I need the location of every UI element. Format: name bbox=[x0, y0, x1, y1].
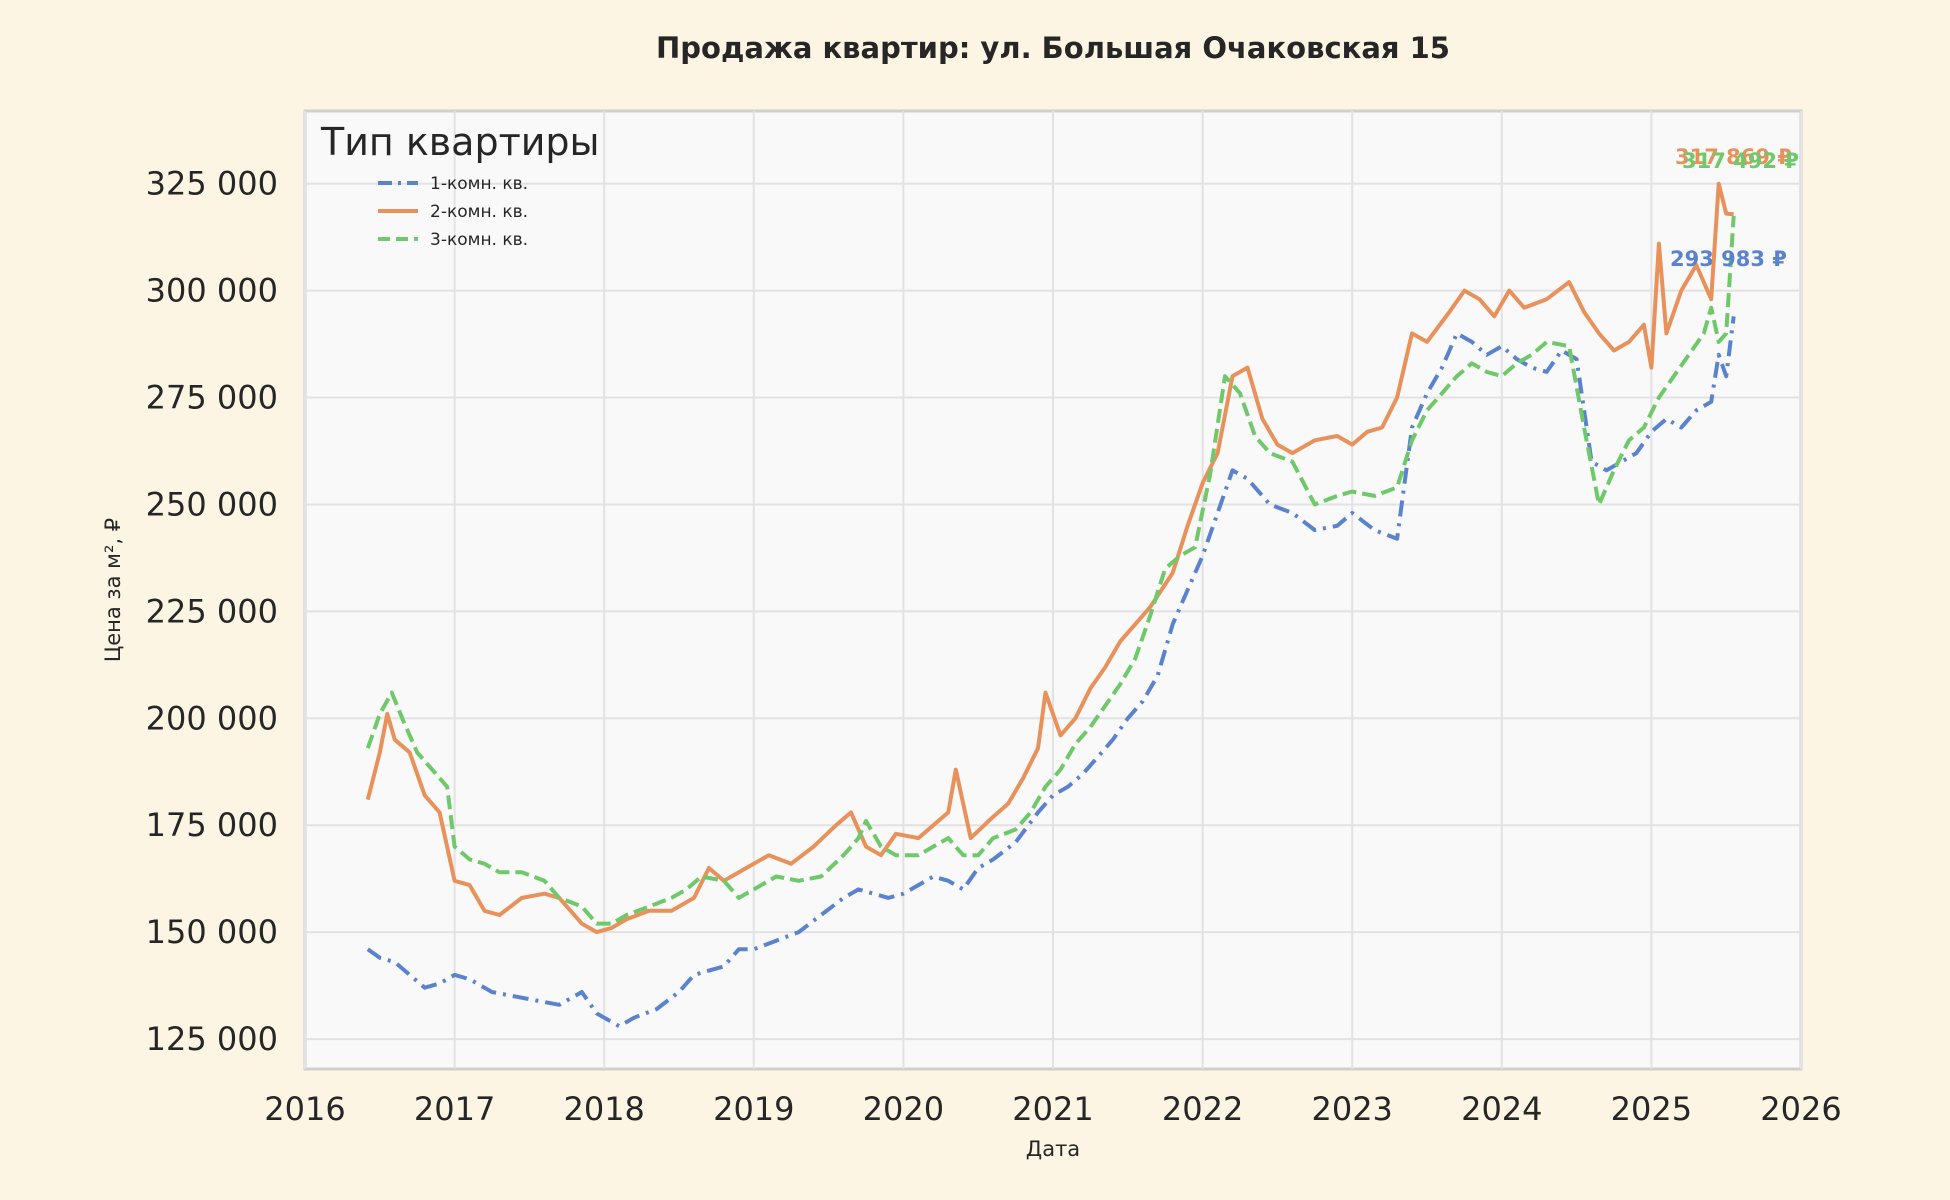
y-axis-ticks: 125 000 150 000 175 000 200 000 225 000 250 0… bbox=[146, 165, 278, 1058]
series-lines bbox=[365, 181, 1736, 1029]
x-tick-label: 2016 bbox=[264, 1090, 345, 1128]
series-line bbox=[366, 316, 1736, 1029]
x-tick-label: 2020 bbox=[863, 1090, 944, 1128]
grid-lines bbox=[304, 111, 1802, 1069]
x-tick-label: 2026 bbox=[1760, 1090, 1841, 1128]
x-tick-label: 2022 bbox=[1162, 1090, 1243, 1128]
y-tick-label: 250 000 bbox=[146, 485, 278, 523]
y-tick-label: 275 000 bbox=[146, 379, 278, 417]
legend-item-label: 1-комн. кв. bbox=[430, 174, 528, 194]
x-tick-label: 2021 bbox=[1012, 1090, 1093, 1128]
y-tick-label: 225 000 bbox=[146, 592, 278, 630]
end-value-label: 317 869 ₽ bbox=[1675, 145, 1792, 169]
y-axis-label: Цена за м², ₽ bbox=[101, 518, 125, 662]
legend-item-label: 2-комн. кв. bbox=[430, 202, 528, 222]
series-line bbox=[365, 181, 1734, 935]
end-value-label: 293 983 ₽ bbox=[1670, 247, 1787, 271]
y-tick-label: 175 000 bbox=[146, 806, 278, 844]
x-axis-label: Дата bbox=[1026, 1137, 1080, 1161]
end-value-label: 317 492 ₽ bbox=[1682, 149, 1799, 173]
legend: Тип квартиры 1-комн. кв. 2-комн. кв. 3-ком… bbox=[320, 120, 600, 250]
x-tick-label: 2017 bbox=[414, 1090, 495, 1128]
x-tick-label: 2025 bbox=[1611, 1090, 1692, 1128]
y-tick-label: 150 000 bbox=[146, 913, 278, 951]
x-tick-label: 2019 bbox=[713, 1090, 794, 1128]
x-tick-label: 2024 bbox=[1461, 1090, 1542, 1128]
y-tick-label: 125 000 bbox=[146, 1020, 278, 1058]
legend-item-label: 3-комн. кв. bbox=[430, 230, 528, 250]
x-tick-label: 2023 bbox=[1311, 1090, 1392, 1128]
y-tick-label: 300 000 bbox=[146, 272, 278, 310]
legend-title: Тип квартиры bbox=[320, 120, 600, 164]
x-tick-label: 2018 bbox=[563, 1090, 644, 1128]
chart-title: Продажа квартир: ул. Большая Очаковская … bbox=[656, 31, 1450, 65]
series-line bbox=[365, 215, 1736, 926]
y-tick-label: 325 000 bbox=[146, 165, 278, 203]
y-tick-label: 200 000 bbox=[146, 699, 278, 737]
end-labels: 293 983 ₽ 317 869 ₽317 492 ₽ bbox=[1670, 145, 1799, 271]
x-axis-ticks: 2016 2017 2018 2019 2020 2021 2022 2023 2024 2025… bbox=[264, 1090, 1841, 1128]
